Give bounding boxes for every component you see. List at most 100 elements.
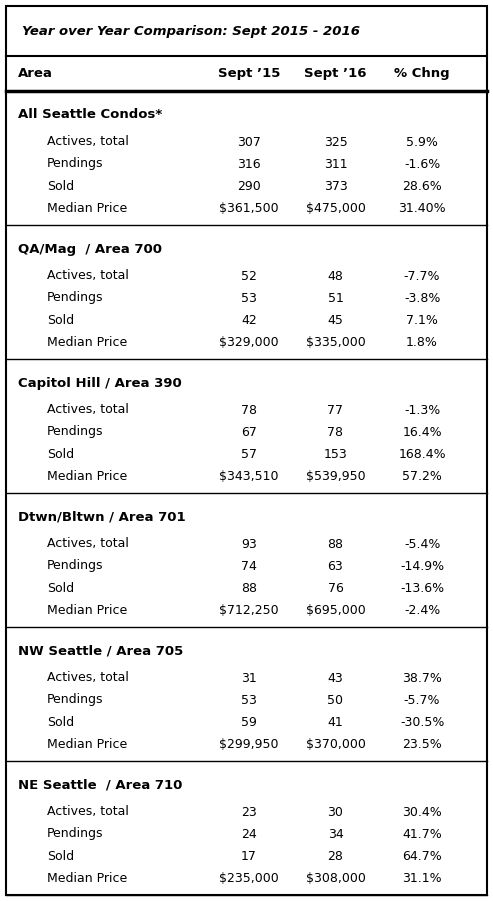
Text: 57: 57 (241, 448, 257, 460)
Text: 48: 48 (327, 269, 344, 283)
Text: 43: 43 (328, 671, 343, 685)
Text: % Chng: % Chng (394, 67, 450, 80)
Text: $361,500: $361,500 (219, 202, 279, 214)
Text: 77: 77 (327, 404, 344, 416)
Text: -7.7%: -7.7% (404, 269, 440, 283)
Text: 7.1%: 7.1% (406, 314, 438, 326)
Text: -14.9%: -14.9% (400, 560, 444, 572)
Text: Actives, total: Actives, total (47, 404, 129, 416)
Text: -13.6%: -13.6% (400, 581, 444, 595)
Text: Median Price: Median Price (47, 335, 127, 349)
Text: 88: 88 (241, 581, 257, 595)
Text: $299,950: $299,950 (219, 738, 279, 751)
Text: $329,000: $329,000 (219, 335, 279, 349)
Text: $539,950: $539,950 (306, 469, 365, 483)
Text: Actives, total: Actives, total (47, 135, 129, 149)
Text: 74: 74 (241, 560, 257, 572)
Text: Dtwn/Bltwn / Area 701: Dtwn/Bltwn / Area 701 (18, 511, 186, 523)
Text: 88: 88 (327, 538, 344, 551)
Text: Median Price: Median Price (47, 202, 127, 214)
Text: Sold: Sold (47, 850, 74, 862)
Text: 23.5%: 23.5% (402, 738, 442, 751)
Text: 30.4%: 30.4% (402, 805, 442, 818)
Text: Actives, total: Actives, total (47, 805, 129, 818)
Text: $475,000: $475,000 (306, 202, 365, 214)
Text: $712,250: $712,250 (219, 604, 279, 616)
Text: -5.4%: -5.4% (404, 538, 440, 551)
Text: Median Price: Median Price (47, 871, 127, 885)
Text: Pendings: Pendings (47, 560, 104, 572)
Text: Sold: Sold (47, 179, 74, 193)
Text: Pendings: Pendings (47, 694, 104, 706)
Text: $235,000: $235,000 (219, 871, 279, 885)
Text: 51: 51 (327, 292, 344, 305)
Text: All Seattle Condos*: All Seattle Condos* (18, 108, 162, 122)
Text: 41: 41 (328, 715, 343, 729)
Text: 31.40%: 31.40% (398, 202, 446, 214)
Text: 64.7%: 64.7% (402, 850, 442, 862)
Text: -3.8%: -3.8% (404, 292, 440, 305)
Text: 78: 78 (241, 404, 257, 416)
Text: 31.1%: 31.1% (402, 871, 442, 885)
Text: 45: 45 (327, 314, 344, 326)
Text: Area: Area (18, 67, 53, 80)
Text: 41.7%: 41.7% (402, 827, 442, 841)
Text: Sold: Sold (47, 448, 74, 460)
Text: 31: 31 (241, 671, 257, 685)
Text: NE Seattle  / Area 710: NE Seattle / Area 710 (18, 778, 182, 791)
Text: QA/Mag  / Area 700: QA/Mag / Area 700 (18, 242, 162, 256)
Text: 34: 34 (328, 827, 343, 841)
Text: -5.7%: -5.7% (404, 694, 440, 706)
Text: 17: 17 (241, 850, 257, 862)
Text: 93: 93 (241, 538, 257, 551)
Text: 16.4%: 16.4% (402, 425, 442, 439)
Text: Pendings: Pendings (47, 827, 104, 841)
Text: $335,000: $335,000 (306, 335, 365, 349)
Text: 38.7%: 38.7% (402, 671, 442, 685)
Text: 57.2%: 57.2% (402, 469, 442, 483)
Text: Median Price: Median Price (47, 604, 127, 616)
Text: 53: 53 (241, 292, 257, 305)
Text: 50: 50 (327, 694, 344, 706)
Text: 59: 59 (241, 715, 257, 729)
Text: $695,000: $695,000 (306, 604, 365, 616)
Text: 76: 76 (327, 581, 344, 595)
Text: 24: 24 (241, 827, 257, 841)
Text: Actives, total: Actives, total (47, 538, 129, 551)
Text: Pendings: Pendings (47, 158, 104, 170)
Text: 63: 63 (328, 560, 343, 572)
Text: 311: 311 (324, 158, 347, 170)
Text: 28: 28 (327, 850, 344, 862)
Text: $370,000: $370,000 (306, 738, 365, 751)
Text: Median Price: Median Price (47, 469, 127, 483)
Text: 78: 78 (327, 425, 344, 439)
Text: 42: 42 (241, 314, 257, 326)
Text: 290: 290 (237, 179, 261, 193)
Text: -30.5%: -30.5% (400, 715, 444, 729)
Text: 53: 53 (241, 694, 257, 706)
Text: 1.8%: 1.8% (406, 335, 438, 349)
Text: 168.4%: 168.4% (398, 448, 446, 460)
Text: 30: 30 (327, 805, 344, 818)
Text: -2.4%: -2.4% (404, 604, 440, 616)
Text: Sept ’16: Sept ’16 (304, 67, 367, 80)
Text: 316: 316 (237, 158, 261, 170)
Text: 307: 307 (237, 135, 261, 149)
Text: $343,510: $343,510 (219, 469, 279, 483)
Text: 153: 153 (323, 448, 348, 460)
Text: 28.6%: 28.6% (402, 179, 442, 193)
Text: 325: 325 (323, 135, 348, 149)
Text: Pendings: Pendings (47, 425, 104, 439)
Text: Actives, total: Actives, total (47, 671, 129, 685)
Text: 52: 52 (241, 269, 257, 283)
Text: Sold: Sold (47, 581, 74, 595)
Text: Median Price: Median Price (47, 738, 127, 751)
Text: -1.6%: -1.6% (404, 158, 440, 170)
Text: Sept ’15: Sept ’15 (218, 67, 280, 80)
Text: Capitol Hill / Area 390: Capitol Hill / Area 390 (18, 377, 182, 389)
Text: Actives, total: Actives, total (47, 269, 129, 283)
Text: 23: 23 (241, 805, 257, 818)
Text: -1.3%: -1.3% (404, 404, 440, 416)
Text: Sold: Sold (47, 314, 74, 326)
Text: 67: 67 (241, 425, 257, 439)
